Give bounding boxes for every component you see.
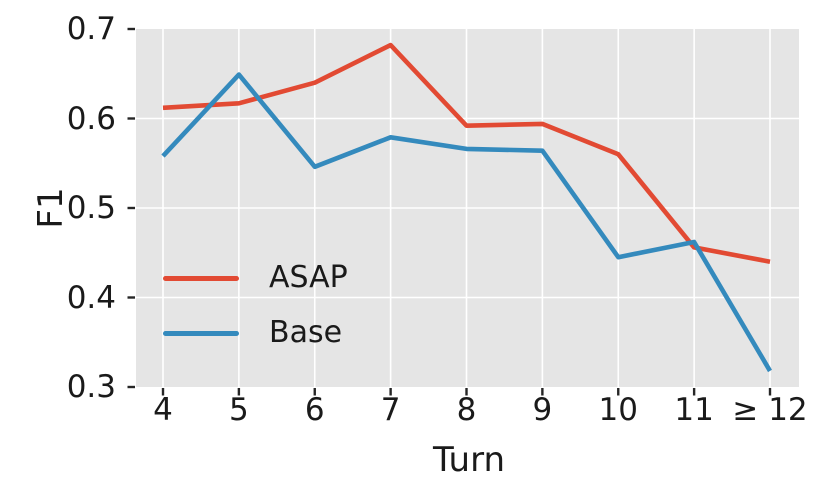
x-tick-label: 10	[598, 392, 638, 428]
legend-item-base: Base	[163, 313, 348, 353]
y-tick-label: 0.7	[66, 11, 116, 47]
y-tick-label: 0.6	[66, 100, 116, 137]
y-tick-label: 0.3	[66, 369, 116, 405]
x-axis-label: Turn	[432, 440, 506, 480]
x-tick-label: 9	[532, 392, 553, 428]
x-tick-label: 4	[153, 392, 173, 428]
asap-line-swatch	[163, 275, 239, 281]
legend-label: ASAP	[269, 260, 348, 295]
legend-item-asap: ASAP	[163, 258, 348, 298]
x-tick-label: 7	[380, 392, 401, 428]
x-tick-label: 8	[456, 392, 477, 428]
axis-ticks	[127, 27, 772, 396]
legend-label: Base	[269, 315, 343, 350]
gridlines	[136, 29, 799, 387]
y-tick-label: 0.4	[66, 279, 116, 316]
legend: ASAP Base	[163, 258, 348, 353]
x-tick-label: 6	[304, 392, 325, 428]
x-tick-label: 5	[229, 392, 249, 428]
series-lines	[161, 42, 772, 373]
y-tick-label: 0.5	[66, 190, 116, 226]
x-tick-label: ≥ 12	[732, 392, 808, 428]
y-axis-label: F1	[31, 187, 71, 229]
base-line-swatch	[163, 330, 239, 336]
x-tick-label: 11	[674, 392, 714, 428]
